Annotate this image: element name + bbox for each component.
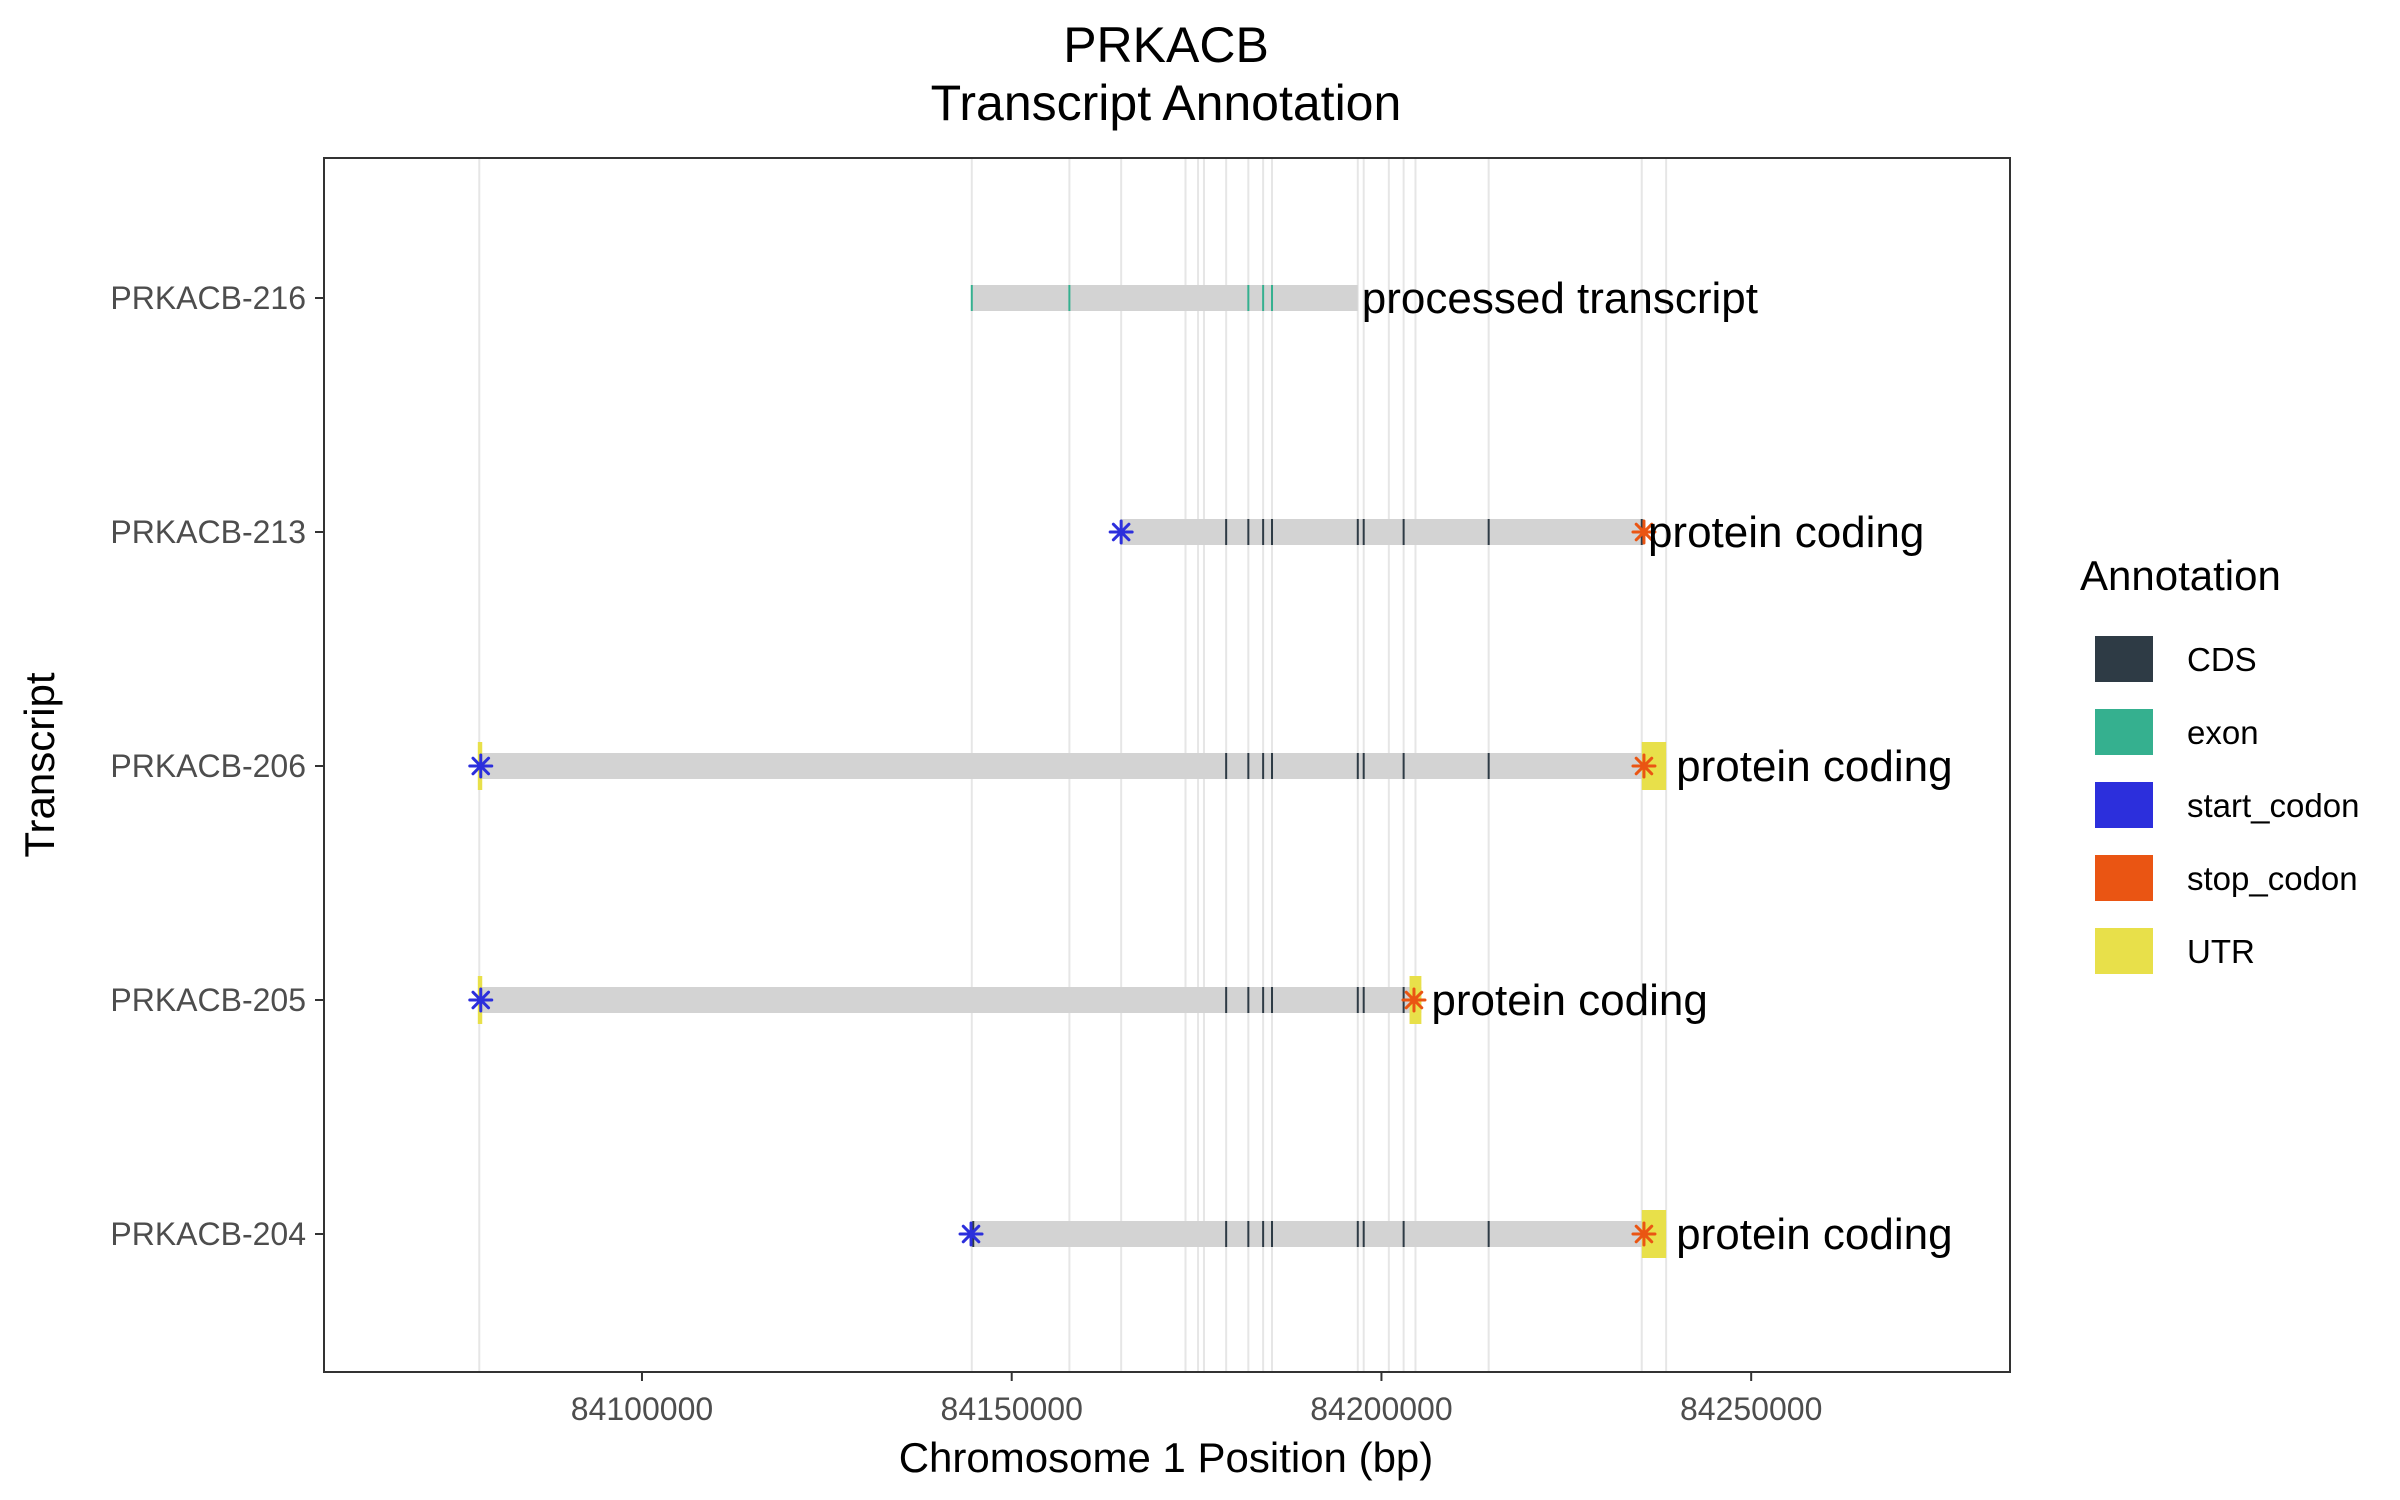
legend-swatch-utr (2095, 928, 2153, 974)
x-axis-title: Chromosome 1 Position (bp) (899, 1434, 1434, 1481)
cds-mark (1402, 753, 1405, 779)
transcript-body (1121, 519, 1644, 545)
x-tick-label: 84150000 (941, 1391, 1083, 1427)
stop-codon-marker (1401, 987, 1427, 1013)
transcript-track: protein coding (958, 1210, 1953, 1259)
transcript-tracks: processed transcript protein coding protei… (468, 274, 1953, 1259)
cds-mark (1262, 1221, 1265, 1247)
cds-mark (1247, 987, 1250, 1013)
cds-mark (1362, 753, 1365, 779)
cds-mark (1262, 519, 1265, 545)
chart-title: PRKACB (1063, 17, 1269, 73)
cds-mark (1487, 753, 1490, 779)
legend-label-cds: CDS (2187, 641, 2257, 678)
transcript-biotype-label: protein coding (1676, 1210, 1952, 1259)
legend-swatch-cds (2095, 636, 2153, 682)
transcript-biotype-label: processed transcript (1362, 274, 1758, 323)
cds-mark (1271, 519, 1274, 545)
y-tick-label: PRKACB-213 (110, 514, 306, 550)
x-axis: 84100000 84150000 84200000 84250000 (571, 1372, 1822, 1427)
transcript-body (971, 285, 1358, 311)
start-codon-marker (958, 1221, 984, 1247)
transcript-body (479, 753, 1667, 779)
cds-mark (1362, 987, 1365, 1013)
cds-mark (1362, 1221, 1365, 1247)
cds-mark (1402, 519, 1405, 545)
start-codon-marker-stroke (471, 756, 491, 776)
transcript-track: protein coding (1108, 508, 1924, 557)
start-codon-marker-stroke (961, 1224, 981, 1244)
stop-codon-marker (1631, 1221, 1657, 1247)
stop-codon-marker (1631, 519, 1657, 545)
legend-swatch-start-codon (2095, 782, 2153, 828)
cds-mark (1247, 519, 1250, 545)
exon-mark (970, 285, 973, 311)
legend-title: Annotation (2080, 552, 2281, 599)
exon-mark (1262, 285, 1265, 311)
start-codon-marker (468, 987, 494, 1013)
exon-mark (1271, 285, 1274, 311)
exon-mark (1068, 285, 1071, 311)
chart-subtitle: Transcript Annotation (931, 75, 1402, 131)
legend-label-start-codon: start_codon (2187, 787, 2359, 824)
cds-mark (1225, 987, 1228, 1013)
stop-codon-marker-stroke (1404, 990, 1424, 1010)
legend-label-exon: exon (2187, 714, 2259, 751)
cds-mark (1225, 753, 1228, 779)
start-codon-marker-stroke (471, 990, 491, 1010)
x-tick-label: 84200000 (1310, 1391, 1452, 1427)
cds-mark (1402, 1221, 1405, 1247)
start-codon-marker-stroke (1111, 522, 1131, 542)
transcript-track: processed transcript (970, 274, 1758, 323)
stop-codon-marker-stroke (1634, 756, 1654, 776)
cds-mark (1356, 753, 1359, 779)
y-axis: PRKACB-216 PRKACB-213 PRKACB-206 PRKACB-205… (110, 280, 324, 1252)
legend-swatch-stop-codon (2095, 855, 2153, 901)
y-tick-label: PRKACB-216 (110, 280, 306, 316)
legend-label-utr: UTR (2187, 933, 2255, 970)
transcript-biotype-label: protein coding (1676, 742, 1952, 791)
transcript-biotype-label: protein coding (1431, 976, 1707, 1025)
transcript-track: protein coding (468, 742, 1953, 791)
cds-mark (1262, 753, 1265, 779)
transcript-track: protein coding (468, 976, 1708, 1025)
cds-mark (1487, 1221, 1490, 1247)
legend-swatch-exon (2095, 709, 2153, 755)
cds-mark (1225, 519, 1228, 545)
y-tick-label: PRKACB-204 (110, 1216, 306, 1252)
cds-mark (1271, 753, 1274, 779)
cds-mark (1356, 519, 1359, 545)
x-tick-label: 84100000 (571, 1391, 713, 1427)
y-tick-label: PRKACB-206 (110, 748, 306, 784)
stop-codon-marker-stroke (1634, 522, 1654, 542)
cds-mark (1247, 1221, 1250, 1247)
start-codon-marker (1108, 519, 1134, 545)
stop-codon-marker (1631, 753, 1657, 779)
cds-mark (1487, 519, 1490, 545)
legend: CDS exon start_codon stop_codon UTR (2095, 636, 2359, 974)
cds-mark (1225, 1221, 1228, 1247)
cds-mark (1247, 753, 1250, 779)
cds-mark (1356, 987, 1359, 1013)
cds-mark (1271, 987, 1274, 1013)
exon-mark (1247, 285, 1250, 311)
cds-mark (1356, 1221, 1359, 1247)
transcript-body (479, 987, 1422, 1013)
cds-mark (1271, 1221, 1274, 1247)
y-tick-label: PRKACB-205 (110, 982, 306, 1018)
cds-mark (1262, 987, 1265, 1013)
cds-mark (1362, 519, 1365, 545)
legend-label-stop-codon: stop_codon (2187, 860, 2358, 897)
transcript-biotype-label: protein coding (1648, 508, 1924, 557)
x-tick-label: 84250000 (1680, 1391, 1822, 1427)
stop-codon-marker-stroke (1634, 1224, 1654, 1244)
transcript-body (971, 1221, 1667, 1247)
start-codon-marker (468, 753, 494, 779)
y-axis-title: Transcript (16, 672, 63, 857)
